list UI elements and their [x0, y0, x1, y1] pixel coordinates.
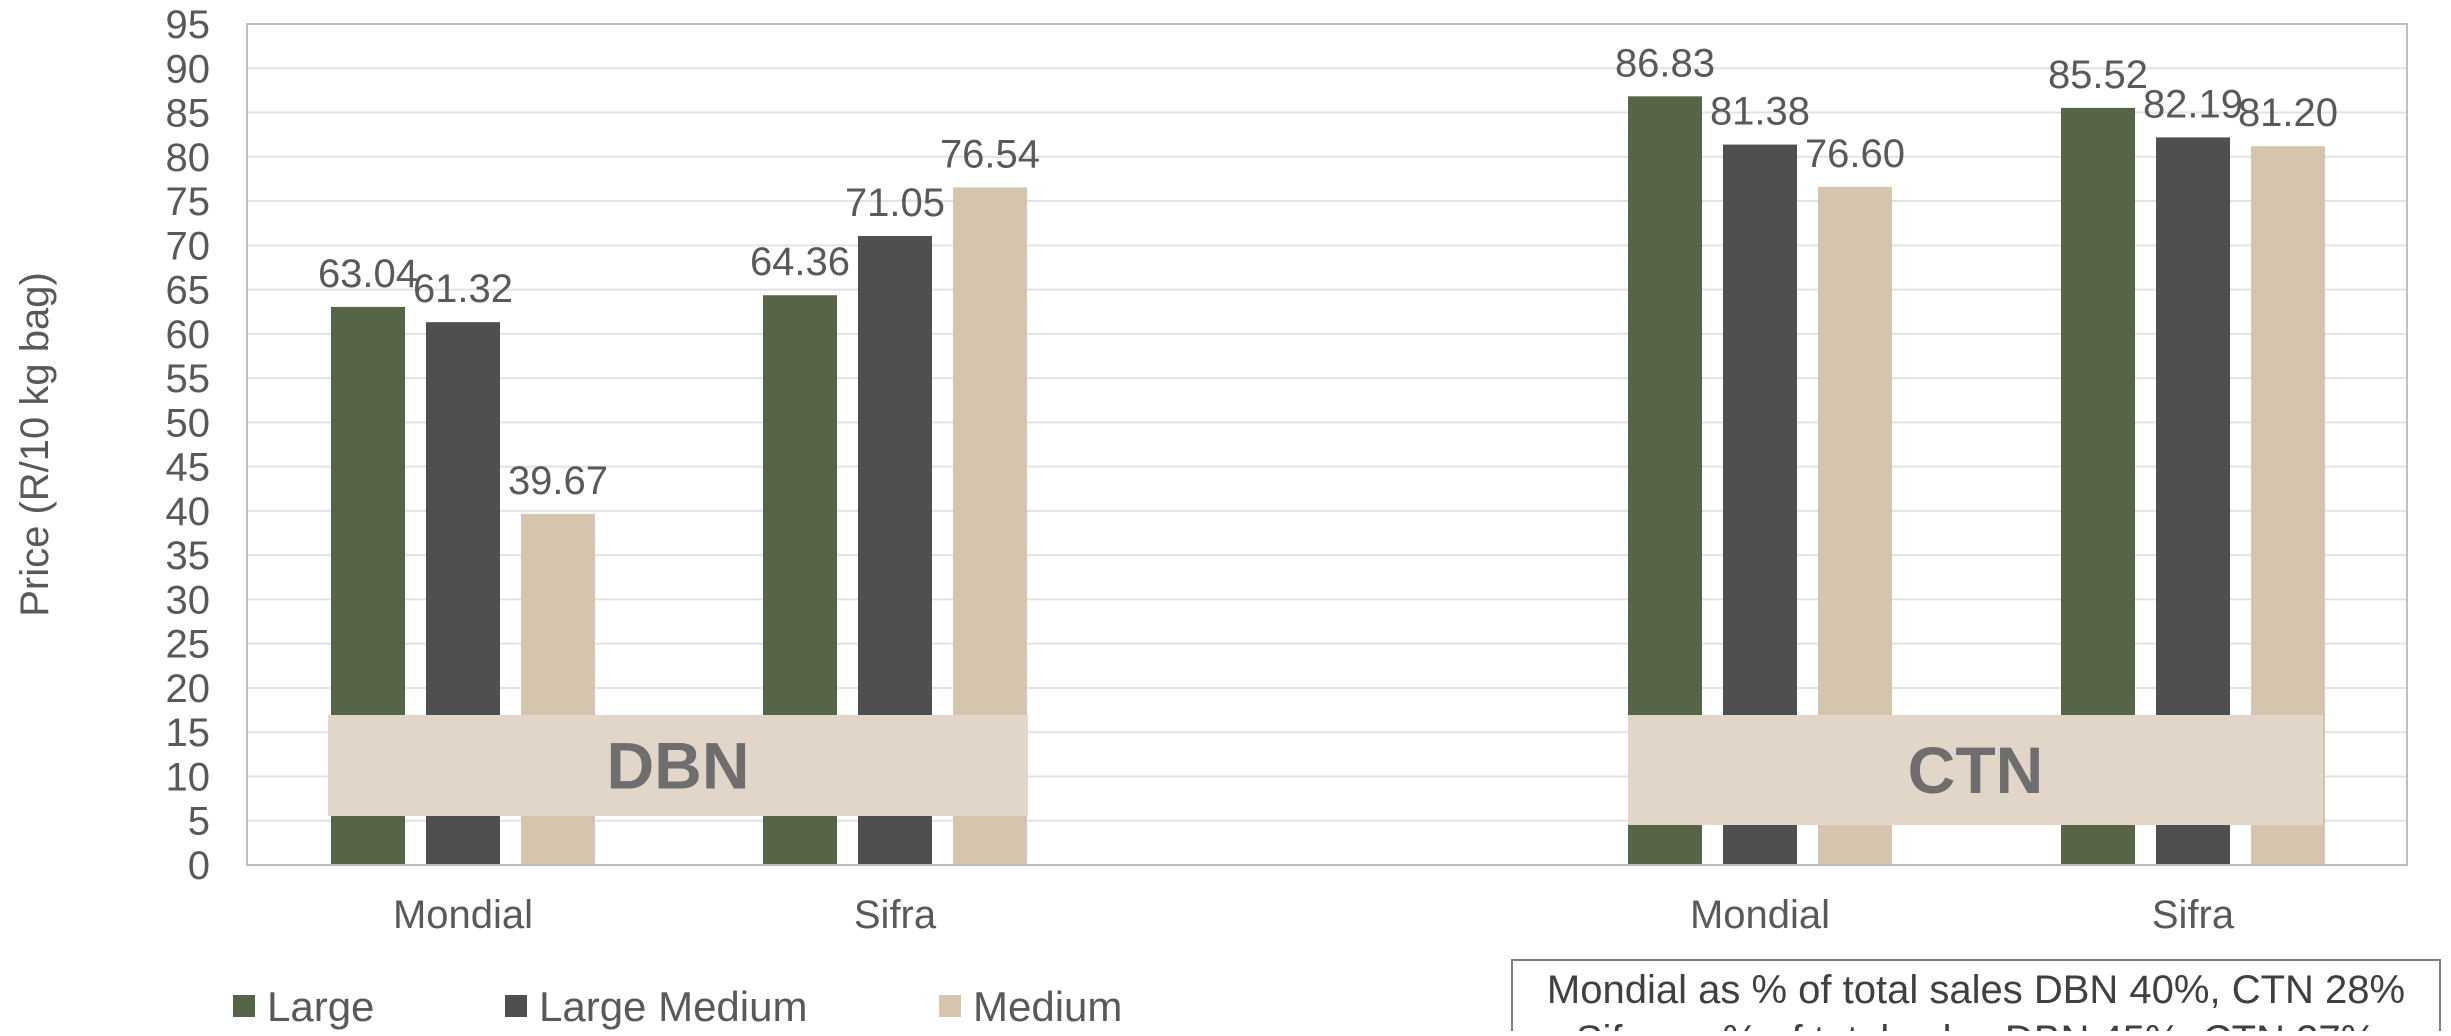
- y-tick-label: 65: [166, 269, 211, 313]
- region-label: CTN: [1908, 733, 2044, 807]
- y-tick-label: 35: [166, 534, 211, 578]
- x-category-label: Sifra: [854, 893, 937, 937]
- note-box: [1511, 959, 2441, 1036]
- sales-note: Mondial as % of total sales DBN 40%, CTN…: [1511, 959, 2441, 1036]
- note-line: Sifra as % of total sales DBN 45%, CTN 3…: [1576, 1018, 2376, 1031]
- y-tick-label: 70: [166, 224, 211, 268]
- data-label: 76.60: [1805, 132, 1905, 176]
- y-tick-label: 60: [166, 313, 211, 357]
- data-label: 85.52: [2048, 53, 2148, 97]
- y-tick-label: 30: [166, 578, 211, 622]
- y-tick-label: 0: [188, 844, 210, 888]
- data-labels: 63.04 64.36 86.83 85.52 61.32 71.05 81.38 82.19…: [318, 41, 2338, 502]
- data-label: 82.19: [2143, 82, 2243, 126]
- gridlines: [247, 23, 2407, 866]
- data-label: 81.38: [1710, 90, 1810, 134]
- y-tick-label: 80: [166, 136, 211, 180]
- legend-swatch: [233, 995, 255, 1017]
- x-category-label: Mondial: [393, 893, 533, 937]
- x-category-label: Mondial: [1690, 893, 1830, 937]
- data-label: 81.20: [2238, 91, 2338, 135]
- data-label: 39.67: [508, 459, 608, 503]
- y-tick-label: 5: [188, 800, 210, 844]
- data-label: 86.83: [1615, 41, 1715, 85]
- legend-label: Large Medium: [539, 983, 807, 1030]
- data-label: 61.32: [413, 267, 513, 311]
- legend-swatch: [505, 995, 527, 1017]
- plot-border: [246, 23, 2408, 866]
- legend: Large Large Medium Medium: [233, 983, 1122, 1030]
- y-tick-label: 75: [166, 180, 211, 224]
- region-labels: DBN CTN: [328, 715, 2323, 825]
- y-tick-label: 15: [166, 711, 211, 755]
- legend-label: Medium: [973, 983, 1122, 1030]
- data-label: 64.36: [750, 240, 850, 284]
- y-tick-label: 25: [166, 623, 211, 667]
- y-tick-label: 95: [166, 3, 211, 47]
- y-tick-label: 40: [166, 490, 211, 534]
- region-box: [1628, 715, 2323, 825]
- y-tick-label: 45: [166, 446, 211, 490]
- y-axis-title: Price (R/10 kg bag): [13, 272, 57, 617]
- legend-label: Large: [267, 983, 374, 1030]
- y-tick-label: 90: [166, 47, 211, 91]
- data-label: 63.04: [318, 252, 418, 296]
- y-tick-label: 85: [166, 92, 211, 136]
- region-label: DBN: [607, 729, 750, 803]
- y-tick-label: 20: [166, 667, 211, 711]
- legend-swatch: [939, 995, 961, 1017]
- region-box: [328, 715, 1028, 816]
- y-tick-label: 50: [166, 401, 211, 445]
- x-category-label: Sifra: [2152, 893, 2235, 937]
- note-line: Mondial as % of total sales DBN 40%, CTN…: [1547, 968, 2405, 1012]
- y-tick-label: 55: [166, 357, 211, 401]
- data-label: 76.54: [940, 132, 1040, 176]
- data-label: 71.05: [845, 181, 945, 225]
- y-tick-label: 10: [166, 755, 211, 799]
